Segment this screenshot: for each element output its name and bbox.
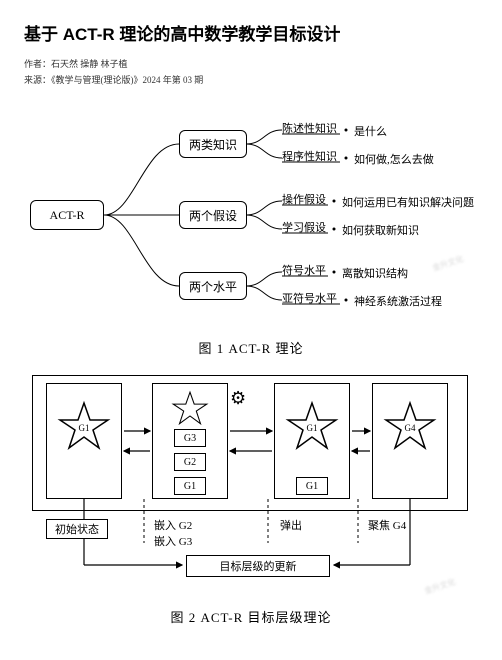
update-box: 目标层级的更新 (186, 555, 330, 577)
figure-2-caption: 图 2 ACT-R 目标层级理论 (24, 607, 478, 626)
watermark-2: 金升文化 (423, 576, 457, 596)
authors-prefix: 作者： (24, 59, 51, 69)
leaf-symbol-desc: 离散知识结构 (342, 265, 408, 281)
root-node: ACT-R (30, 200, 104, 230)
leaf-subsymbol: 亚符号水平 (282, 290, 337, 306)
branch-hypothesis: 两个假设 (179, 201, 247, 229)
figure-2: G1 G1 G4 G3 G2 G1 G1 (24, 371, 478, 599)
figure-1-caption: 图 1 ACT-R 理论 (24, 338, 478, 357)
leaf-operate-desc: 如何运用已有知识解决问题 (342, 194, 474, 210)
leaf-procedural: 程序性知识 (282, 148, 337, 164)
source: 《教学与管理(理论版)》2024 年第 03 期 (51, 75, 203, 85)
annot-embed: 嵌入 G2 嵌入 G3 (154, 517, 192, 549)
stack2-g1: G1 (174, 477, 206, 495)
gear-icon: ⚙ (230, 389, 246, 407)
source-line: 来源：《教学与管理(理论版)》2024 年第 03 期 (24, 73, 478, 86)
article-title: 基于 ACT-R 理论的高中数学教学目标设计 (24, 20, 478, 45)
leaf-operate: 操作假设 (282, 191, 326, 207)
watermark-1: 金升文化 (431, 253, 465, 273)
leaf-subsymbol-desc: 神经系统激活过程 (354, 293, 442, 309)
leaf-procedural-desc: 如何做,怎么去做 (354, 151, 434, 167)
stack3-g1: G1 (296, 477, 328, 495)
annot-pop: 弹出 (280, 517, 302, 533)
stack2-g3: G3 (174, 429, 206, 447)
leaf-learn: 学习假设 (282, 219, 326, 235)
authors-line: 作者：石天然 操静 林子植 (24, 57, 478, 70)
leaf-declarative-desc: 是什么 (354, 123, 387, 139)
stack2-g2: G2 (174, 453, 206, 471)
branch-level: 两个水平 (179, 272, 247, 300)
stack-4 (372, 383, 448, 499)
leaf-symbol: 符号水平 (282, 262, 326, 278)
annot-focus: 聚焦 G4 (368, 517, 406, 533)
leaf-learn-desc: 如何获取新知识 (342, 222, 419, 238)
figure-1: ACT-R 两类知识 两个假设 两个水平 陈述性知识 是什么 程序性知识 如何做… (24, 100, 474, 330)
leaf-declarative: 陈述性知识 (282, 120, 337, 136)
init-state-box: 初始状态 (46, 519, 108, 539)
source-prefix: 来源： (24, 75, 51, 85)
branch-knowledge: 两类知识 (179, 130, 247, 158)
authors: 石天然 操静 林子植 (51, 59, 128, 69)
stack-1 (46, 383, 122, 499)
